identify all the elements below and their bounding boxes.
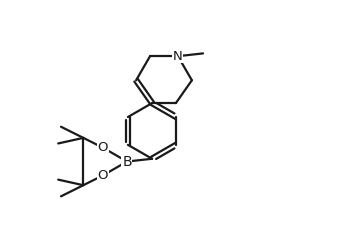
Text: O: O <box>98 141 108 154</box>
Text: B: B <box>122 155 132 169</box>
Text: O: O <box>98 169 108 182</box>
Text: N: N <box>173 50 183 63</box>
